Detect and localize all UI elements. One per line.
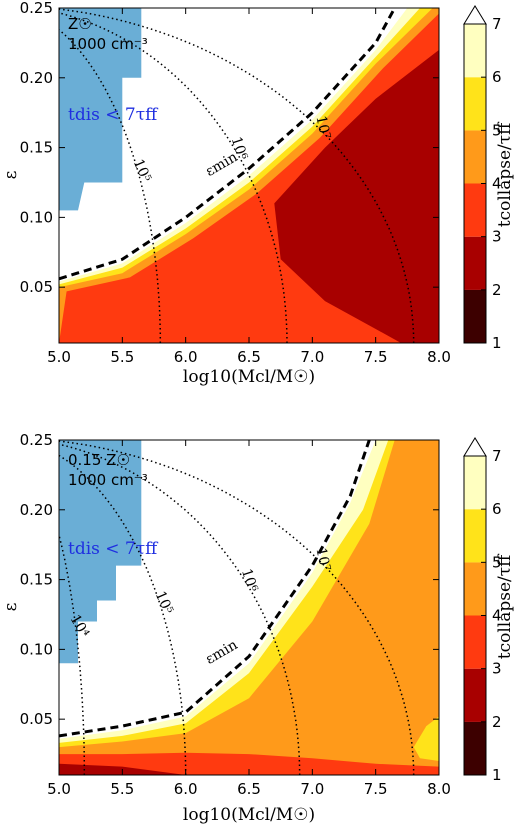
emin-curve <box>59 440 371 738</box>
colorbar-segment <box>464 289 486 343</box>
colorbar-tick-label: 5 <box>492 121 502 139</box>
mass-contour-label: 10⁶ <box>238 567 261 595</box>
x-axis-ticks: 5.0 5.5 6.0 6.5 7.0 7.5 8.0 <box>47 8 451 366</box>
colorbar-segment <box>464 615 486 669</box>
region-collapse-3-4 <box>59 752 439 775</box>
colorbar-tick-label: 3 <box>492 228 502 246</box>
y-tick-label: 0.25 <box>20 0 53 17</box>
y-axis-label: ε <box>1 170 21 179</box>
y-tick-label: 0.10 <box>20 208 53 226</box>
blue-dissociation-region <box>59 8 142 211</box>
colorbar-tick-label: 3 <box>492 660 502 678</box>
colorbar-extend-arrow <box>463 5 487 25</box>
x-tick-label: 6.0 <box>174 780 198 798</box>
colorbar: 1 2 3 4 5 6 7 <box>463 5 502 352</box>
colorbar-tick-label: 1 <box>492 766 502 784</box>
x-tick-label: 5.5 <box>110 780 134 798</box>
x-tick-label: 5.5 <box>110 348 134 366</box>
x-axis-label: log10(Mcl/M☉) <box>183 367 315 387</box>
annotation-metallicity: Z☉ <box>68 15 92 33</box>
x-tick-label: 8.0 <box>427 348 451 366</box>
mass-contour-label: 10⁴ <box>21 180 47 209</box>
x-tick-label: 7.0 <box>300 780 324 798</box>
colorbar-segment <box>464 721 486 775</box>
colorbar-tick-label: 6 <box>492 68 502 86</box>
blue-dissociation-region <box>59 440 142 664</box>
colorbar-segment <box>464 456 486 510</box>
y-tick-label: 0.25 <box>20 431 53 449</box>
region-collapse-4-5 <box>59 440 439 775</box>
colorbar-tick-label: 2 <box>492 713 502 731</box>
x-tick-label: 7.0 <box>300 348 324 366</box>
colorbar-tick-label: 4 <box>492 607 502 625</box>
mass-contour-label: 10⁷ <box>312 546 333 573</box>
colorbar-tick-label: 4 <box>492 175 502 193</box>
colorbar-segment <box>464 509 486 563</box>
region-yellow-patch <box>413 716 439 761</box>
y-tick-label: 0.20 <box>20 69 53 87</box>
colorbar-tick-label: 1 <box>492 334 502 352</box>
colorbar-segment <box>464 24 486 78</box>
colorbar-tick-label: 2 <box>492 281 502 299</box>
x-tick-label: 5.0 <box>47 348 71 366</box>
emin-curve <box>59 8 397 281</box>
colorbar-label: tcollapse/τff <box>495 553 515 659</box>
y-axis-ticks: 0.05 0.10 0.15 0.20 0.25 <box>20 431 439 728</box>
y-tick-label: 0.05 <box>20 278 53 296</box>
y-axis-label: ε <box>1 602 21 611</box>
colorbar-label: tcollapse/τff <box>495 121 515 227</box>
x-axis-label: log10(Mcl/M☉) <box>183 805 315 825</box>
x-tick-label: 6.0 <box>174 348 198 366</box>
colorbar-segment <box>464 183 486 237</box>
x-tick-label: 7.5 <box>364 348 388 366</box>
annotation-metallicity: 0.15 Z☉ <box>68 451 130 469</box>
y-tick-label: 0.20 <box>20 501 53 519</box>
y-tick-label: 0.15 <box>20 571 53 589</box>
colorbar-segment <box>464 236 486 290</box>
x-axis-ticks: 5.0 5.5 6.0 6.5 7.0 7.5 8.0 <box>47 440 451 798</box>
colorbar-tick-label: 5 <box>492 553 502 571</box>
colorbar: 1 2 3 4 5 6 7 <box>463 437 502 784</box>
colorbar-segment <box>464 562 486 616</box>
x-tick-label: 5.0 <box>47 780 71 798</box>
x-tick-label: 6.5 <box>237 348 261 366</box>
colorbar-segment <box>464 130 486 184</box>
colorbar-tick-label: 7 <box>492 15 502 33</box>
colorbar-segment <box>464 668 486 722</box>
y-tick-label: 0.15 <box>20 139 53 157</box>
x-tick-label: 8.0 <box>427 780 451 798</box>
annotation-density: 1000 cm⁻³ <box>68 35 148 53</box>
colorbar-tick-label: 6 <box>492 500 502 518</box>
colorbar-extend-arrow <box>463 437 487 457</box>
colorbar-segment <box>464 77 486 131</box>
annotation-density: 1000 cm⁻³ <box>68 471 148 489</box>
blue-region-label: tdis < 7τff <box>68 105 159 125</box>
mass-contour-label: 10⁷ <box>312 114 333 141</box>
y-axis-ticks: 0.05 0.10 0.15 0.20 0.25 <box>20 0 439 296</box>
blue-region-label: tdis < 7τff <box>68 539 159 559</box>
mass-contour-label: 10⁶ <box>228 135 251 163</box>
y-tick-label: 0.05 <box>20 710 53 728</box>
y-tick-label: 0.10 <box>20 640 53 658</box>
colorbar-tick-label: 7 <box>492 447 502 465</box>
x-tick-label: 7.5 <box>364 780 388 798</box>
region-collapse-2-3 <box>274 49 439 343</box>
x-tick-label: 6.5 <box>237 780 261 798</box>
